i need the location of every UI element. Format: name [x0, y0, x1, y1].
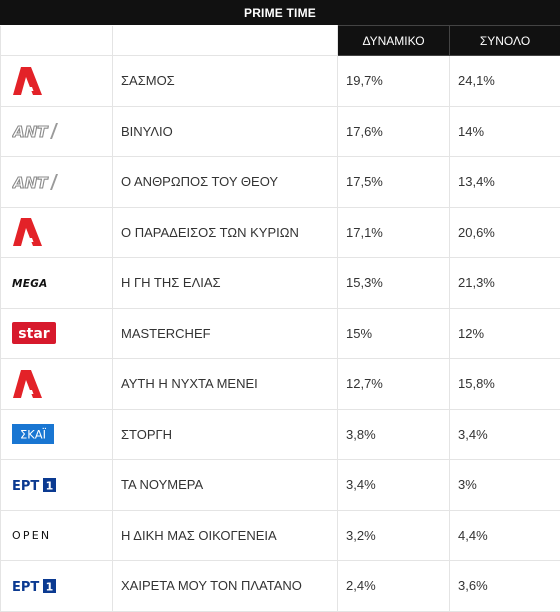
channel-logo-cell: ANT: [1, 157, 113, 208]
ert1-logo: ΕΡΤ 1: [12, 577, 112, 595]
alpha-logo: [12, 216, 112, 248]
header-total: ΣΥΝΟΛΟ: [450, 26, 560, 56]
table-header-row: ΔΥΝΑΜΙΚΟ ΣΥΝΟΛΟ: [1, 26, 560, 56]
ant1-logo: ANT: [12, 120, 112, 142]
dynamic-share: 2,4%: [338, 561, 450, 612]
dynamic-share: 3,2%: [338, 510, 450, 561]
total-share: 3,6%: [450, 561, 560, 612]
total-share: 14%: [450, 106, 560, 157]
channel-logo-cell: [1, 359, 113, 410]
total-share: 20,6%: [450, 207, 560, 258]
prime-time-title: PRIME TIME: [0, 0, 560, 25]
mega-logo: MEGA: [12, 276, 112, 290]
svg-text:ANT: ANT: [12, 123, 49, 141]
channel-logo-cell: star: [1, 308, 113, 359]
show-title: Η ΔΙΚΗ ΜΑΣ ΟΙΚΟΓΕΝΕΙΑ: [113, 510, 338, 561]
svg-text:OPEN: OPEN: [12, 529, 51, 542]
total-share: 3%: [450, 460, 560, 511]
dynamic-share: 3,4%: [338, 460, 450, 511]
show-title: Ο ΠΑΡΑΔΕΙΣΟΣ ΤΩΝ ΚΥΡΙΩΝ: [113, 207, 338, 258]
ert1-logo: ΕΡΤ 1: [12, 476, 112, 494]
total-share: 13,4%: [450, 157, 560, 208]
dynamic-share: 17,6%: [338, 106, 450, 157]
show-title: ΤΑ ΝΟΥΜΕΡΑ: [113, 460, 338, 511]
channel-logo-cell: ΣΚΑΪ: [1, 409, 113, 460]
channel-logo-cell: [1, 207, 113, 258]
alpha-logo: [12, 368, 112, 400]
svg-text:ΕΡΤ: ΕΡΤ: [12, 580, 39, 595]
header-dynamic: ΔΥΝΑΜΙΚΟ: [338, 26, 450, 56]
channel-logo-cell: ANT: [1, 106, 113, 157]
total-share: 4,4%: [450, 510, 560, 561]
show-title: ΧΑΙΡΕΤΑ ΜΟΥ ΤΟΝ ΠΛΑΤΑΝΟ: [113, 561, 338, 612]
dynamic-share: 12,7%: [338, 359, 450, 410]
svg-text:star: star: [18, 326, 49, 342]
svg-text:ΕΡΤ: ΕΡΤ: [12, 479, 39, 494]
channel-logo-cell: ΕΡΤ 1: [1, 561, 113, 612]
channel-logo-cell: ΕΡΤ 1: [1, 460, 113, 511]
dynamic-share: 17,1%: [338, 207, 450, 258]
open-logo: OPEN: [12, 527, 112, 543]
total-share: 12%: [450, 308, 560, 359]
channel-logo-cell: [1, 56, 113, 107]
total-share: 15,8%: [450, 359, 560, 410]
show-title: ΒΙΝΥΛΙΟ: [113, 106, 338, 157]
channel-logo-cell: MEGA: [1, 258, 113, 309]
show-title: ΣΑΣΜΟΣ: [113, 56, 338, 107]
svg-text:1: 1: [46, 580, 54, 593]
dynamic-share: 15,3%: [338, 258, 450, 309]
header-logo-cell: [1, 26, 113, 56]
svg-text:MEGA: MEGA: [12, 278, 48, 290]
show-title: MASTERCHEF: [113, 308, 338, 359]
channel-logo-cell: OPEN: [1, 510, 113, 561]
show-title: ΣΤΟΡΓΗ: [113, 409, 338, 460]
svg-text:ΣΚΑΪ: ΣΚΑΪ: [20, 427, 47, 442]
ant1-logo: ANT: [12, 171, 112, 193]
header-show-cell: [113, 26, 338, 56]
svg-text:1: 1: [46, 479, 54, 492]
show-title: Η ΓΗ ΤΗΣ ΕΛΙΑΣ: [113, 258, 338, 309]
total-share: 21,3%: [450, 258, 560, 309]
dynamic-share: 19,7%: [338, 56, 450, 107]
star-logo: star: [12, 322, 112, 344]
dynamic-share: 15%: [338, 308, 450, 359]
dynamic-share: 3,8%: [338, 409, 450, 460]
show-title: ΑΥΤΗ Η ΝΥΧΤΑ ΜΕΝΕΙ: [113, 359, 338, 410]
dynamic-share: 17,5%: [338, 157, 450, 208]
skai-logo: ΣΚΑΪ: [12, 424, 112, 444]
total-share: 24,1%: [450, 56, 560, 107]
svg-text:ANT: ANT: [12, 174, 49, 192]
show-title: Ο ΑΝΘΡΩΠΟΣ ΤΟΥ ΘΕΟΥ: [113, 157, 338, 208]
alpha-logo: [12, 65, 112, 97]
total-share: 3,4%: [450, 409, 560, 460]
